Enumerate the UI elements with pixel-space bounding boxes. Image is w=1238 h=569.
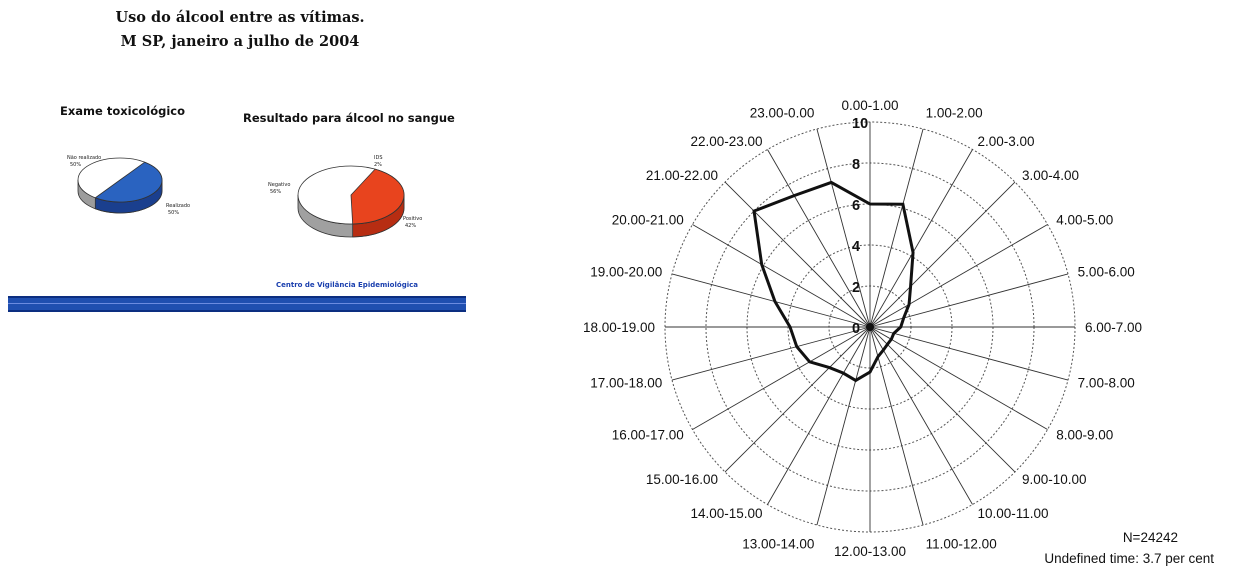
pie2-label-c-pct: 2% [374,162,382,168]
radar-spoke [869,326,1016,473]
pie1-label-a: Não realizado [67,155,101,161]
radar-series-line [752,180,915,383]
radar-spoke [869,326,1069,381]
radar-spoke [869,273,1069,328]
radar-tick-label: 2 [852,280,860,296]
radar-spoke [869,326,1048,430]
note-n: N=24242 [1122,530,1178,545]
pie2-slice-red [350,168,405,225]
radar-tick-label: 0 [852,321,860,337]
radar-spoke [869,181,1016,328]
radar-spoke [671,326,871,381]
radar-category-label: 12.00-13.00 [834,544,906,559]
radar-category-label: 11.00-12.00 [926,537,997,552]
pie2: Negativo 56% IDS 2% Positivo 42% [268,155,422,238]
pie1-title: Exame toxicológico [60,104,186,118]
radar-spoke [724,326,871,473]
radar-center-dot [866,323,874,331]
radar-spoke [869,326,973,505]
radar-spoke [671,273,871,328]
radar-spoke [869,149,973,328]
pies-svg: Não realizado 50% Realizado 50% Negativo… [67,155,422,238]
radar-spoke [869,224,1048,328]
radar-spoke [816,128,871,328]
pie2-label-c: IDS [374,155,383,161]
radar-category-label: 18.00-19.00 [583,320,655,335]
radar-category-label: 22.00-23.00 [690,134,762,149]
radar-spoke [869,128,924,328]
pie1-label-a-pct: 50% [70,162,81,168]
radar-chart: 0.00-1.00 1.00-2.00 2.00-3.00 3.00-4.00 4.00… [583,98,1142,559]
pie2-label-b-pct: 42% [405,223,416,229]
pie2-label-a-pct: 56% [270,189,281,195]
radar-category-label: 17.00-18.00 [590,376,662,391]
radar-category-label: 14.00-15.00 [690,506,762,521]
radar-category-label: 19.00-20.00 [590,264,662,279]
radar-category-label: 1.00-2.00 [926,105,983,120]
radar-spoke [692,224,871,328]
main-title-line2: M SP, janeiro a julho de 2004 [120,33,360,50]
radar-category-label: 23.00-0.00 [750,105,815,120]
footer-bar-line [8,303,466,304]
radar-category-label: 15.00-16.00 [646,472,718,487]
note-undefined: Undefined time: 3.7 per cent [1044,551,1214,566]
pie1-label-b: Realizado [166,203,190,209]
radar-category-label: 20.00-21.00 [612,213,684,228]
radar-tick-label: 8 [852,157,860,173]
radar-spoke [767,149,871,328]
radar-category-label: 3.00-4.00 [1022,168,1079,183]
radar-tick-label: 4 [852,239,860,255]
radar-category-label: 21.00-22.00 [646,168,718,183]
radar-category-label: 0.00-1.00 [841,98,898,113]
radar-category-label: 6.00-7.00 [1085,320,1142,335]
pie1-slice-blue [94,161,163,203]
radar-spoke [692,326,871,430]
pie1: Não realizado 50% Realizado 50% [67,155,190,216]
pie2-label-b: Positivo [403,216,422,222]
radar-category-label: 9.00-10.00 [1022,472,1087,487]
footer-bar [8,296,466,312]
radar-category-label: 2.00-3.00 [978,134,1035,149]
radar-category-label: 13.00-14.00 [742,537,814,552]
radar-category-label: 8.00-9.00 [1056,428,1113,443]
source-text: Centro de Vigilância Epidemiológica [276,281,418,289]
radar-category-label: 10.00-11.00 [978,506,1049,521]
radar-category-label: 5.00-6.00 [1078,264,1135,279]
radar-spoke [816,326,871,526]
radar-category-label: 16.00-17.00 [612,428,684,443]
pie2-title: Resultado para álcool no sangue [243,111,455,125]
radar-category-label: 4.00-5.00 [1056,213,1113,228]
main-title-line1: Uso do álcool entre as vítimas. [115,9,365,26]
radar-spoke [724,181,871,328]
radar-category-label: 7.00-8.00 [1078,376,1135,391]
radar-tick-label: 6 [852,198,860,214]
radar-spoke [767,326,871,505]
pie1-label-b-pct: 50% [168,210,179,216]
radar-tick-label: 10 [852,116,868,132]
pie2-label-a: Negativo [268,182,290,188]
left-panel: Uso do álcool entre as vítimas. M SP, ja… [0,0,480,330]
radar-spoke [869,326,924,526]
